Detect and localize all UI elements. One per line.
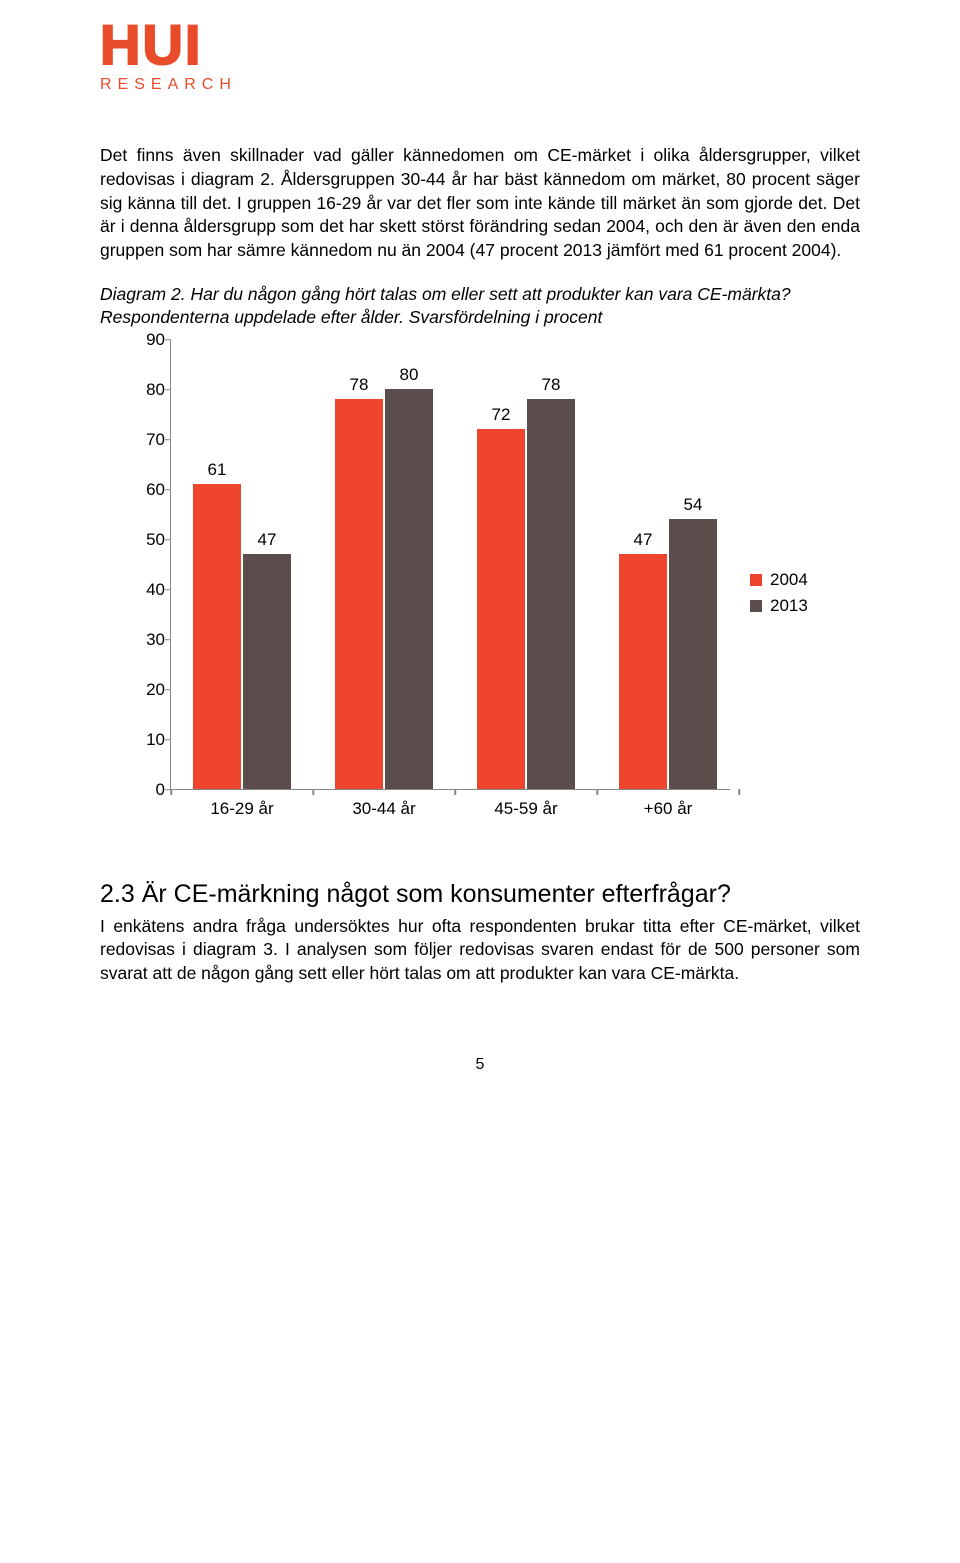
y-tick-label: 50: [131, 530, 165, 550]
x-category-label: +60 år: [619, 799, 717, 819]
bar-value-label: 72: [477, 405, 525, 425]
bar-value-label: 80: [385, 365, 433, 385]
y-tick-label: 70: [131, 430, 165, 450]
chart-caption: Diagram 2. Har du någon gång hört talas …: [100, 283, 860, 330]
x-tick-mark: [312, 789, 314, 795]
y-tick-mark: [165, 439, 171, 441]
x-category-label: 30-44 år: [335, 799, 433, 819]
bar: 78: [335, 399, 383, 789]
x-tick-mark: [170, 789, 172, 795]
y-tick-mark: [165, 489, 171, 491]
section-heading: 2.3 Är CE-märkning något som konsumenter…: [100, 880, 860, 909]
y-tick-mark: [165, 589, 171, 591]
legend-item: 2004: [750, 570, 808, 590]
chart-plot-area: 0102030405060708090614716-29 år788030-44…: [170, 340, 730, 790]
y-tick-label: 60: [131, 480, 165, 500]
section-paragraph: I enkätens andra fråga undersöktes hur o…: [100, 915, 860, 986]
bar-value-label: 78: [527, 375, 575, 395]
y-tick-label: 80: [131, 380, 165, 400]
bar-value-label: 78: [335, 375, 383, 395]
intro-paragraph: Det finns även skillnader vad gäller kän…: [100, 144, 860, 262]
y-tick-label: 0: [131, 780, 165, 800]
legend-item: 2013: [750, 596, 808, 616]
y-tick-mark: [165, 389, 171, 391]
y-tick-label: 20: [131, 680, 165, 700]
y-tick-mark: [165, 539, 171, 541]
bar-value-label: 47: [619, 530, 667, 550]
bar-chart: 0102030405060708090614716-29 år788030-44…: [130, 340, 860, 830]
bar: 80: [385, 389, 433, 789]
x-tick-mark: [454, 789, 456, 795]
chart-legend: 2004 2013: [750, 570, 808, 622]
bar: 78: [527, 399, 575, 789]
legend-label: 2013: [770, 596, 808, 616]
bar-value-label: 54: [669, 495, 717, 515]
bar: 54: [669, 519, 717, 789]
logo-sub: RESEARCH: [100, 76, 860, 94]
logo-main: HUI: [100, 20, 860, 70]
x-category-label: 45-59 år: [477, 799, 575, 819]
bar-value-label: 61: [193, 460, 241, 480]
bar: 72: [477, 429, 525, 789]
x-tick-mark: [738, 789, 740, 795]
y-tick-mark: [165, 689, 171, 691]
legend-swatch: [750, 600, 762, 612]
x-tick-mark: [596, 789, 598, 795]
y-tick-mark: [165, 739, 171, 741]
y-tick-label: 10: [131, 730, 165, 750]
y-tick-mark: [165, 339, 171, 341]
bar: 61: [193, 484, 241, 789]
legend-swatch: [750, 574, 762, 586]
logo: HUI RESEARCH: [100, 20, 860, 94]
bar: 47: [243, 554, 291, 789]
legend-label: 2004: [770, 570, 808, 590]
y-tick-label: 40: [131, 580, 165, 600]
y-tick-label: 30: [131, 630, 165, 650]
page-number: 5: [100, 1056, 860, 1074]
bar-value-label: 47: [243, 530, 291, 550]
x-category-label: 16-29 år: [193, 799, 291, 819]
bar: 47: [619, 554, 667, 789]
y-tick-label: 90: [131, 330, 165, 350]
y-tick-mark: [165, 639, 171, 641]
